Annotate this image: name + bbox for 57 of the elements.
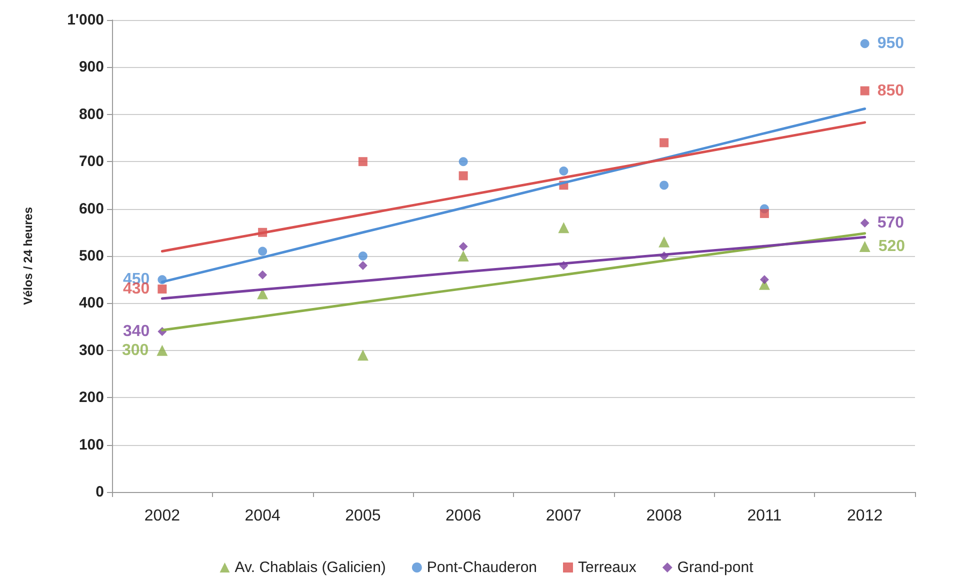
y-tick-label: 1'000	[67, 12, 104, 28]
data-label: 340	[122, 323, 150, 340]
point	[660, 138, 669, 148]
x-tick-label: 2012	[847, 508, 883, 524]
x-tick-label: 2011	[747, 508, 782, 524]
data-label: 520	[878, 238, 906, 256]
point	[458, 157, 468, 166]
x-tick-label: 2006	[446, 508, 482, 524]
x-tick-label: 2002	[144, 508, 180, 524]
point	[358, 260, 368, 270]
line-series	[160, 121, 866, 253]
point	[358, 252, 368, 260]
point	[357, 350, 368, 361]
point	[860, 218, 870, 228]
point	[257, 288, 268, 300]
x-tick-label: 2008	[646, 508, 682, 524]
y-axis-title: Vélos / 24 heures	[21, 206, 35, 306]
y-tick-label: 600	[78, 200, 104, 218]
point	[860, 39, 870, 48]
legend-label: Terreaux	[578, 559, 637, 576]
point	[558, 222, 570, 234]
data-label: 950	[877, 35, 904, 52]
y-tick-label: 300	[78, 342, 104, 359]
point	[458, 250, 469, 262]
point	[258, 270, 268, 280]
data-label: 300	[122, 342, 149, 359]
point	[458, 171, 468, 180]
data-label: 570	[877, 214, 904, 232]
y-tick-label: 400	[78, 294, 104, 312]
point	[156, 344, 168, 356]
x-tick-label: 2004	[244, 508, 280, 524]
y-tick-label: 0	[96, 484, 104, 500]
point	[760, 209, 769, 218]
point	[559, 166, 568, 176]
point	[859, 241, 870, 252]
data-label: 430	[122, 280, 150, 298]
legend-label: Av. Chablais (Galicien)	[234, 559, 386, 576]
point	[458, 242, 468, 252]
y-tick-label: 900	[78, 58, 104, 76]
y-tick-label: 500	[78, 248, 104, 264]
y-tick-label: 800	[78, 106, 104, 123]
legend-label: Grand-pont	[677, 559, 754, 576]
legend-label: Pont-Chauderon	[426, 559, 538, 576]
point	[658, 236, 670, 248]
point	[258, 246, 268, 256]
data-label: 850	[877, 82, 904, 100]
point	[760, 275, 769, 284]
point	[860, 86, 870, 96]
point	[158, 284, 167, 294]
point	[358, 157, 368, 166]
point	[660, 180, 669, 190]
x-tick-label: 2007	[546, 508, 582, 524]
y-tick-label: 700	[78, 153, 104, 170]
line-series	[160, 236, 866, 300]
y-tick-label: 200	[78, 389, 104, 406]
y-tick-label: 100	[78, 436, 104, 454]
x-tick-label: 2005	[345, 508, 381, 524]
